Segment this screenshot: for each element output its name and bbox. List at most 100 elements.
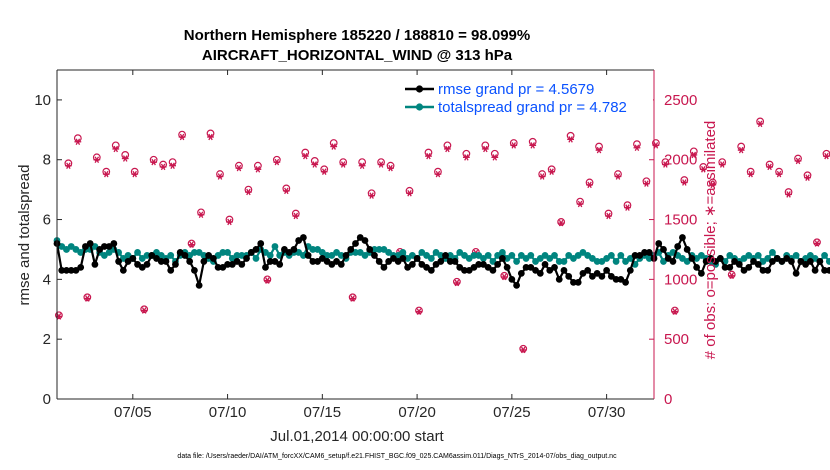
rmse-point (167, 266, 175, 274)
obs-possible-point (813, 238, 821, 247)
rmse-point (669, 258, 677, 265)
totalspread-point (792, 252, 800, 259)
obs-assimilated-point (823, 152, 830, 160)
x-axis-label: Jul.01,2014 00:00:00 start (270, 428, 444, 445)
obs-assimilated-point (358, 162, 366, 169)
y-tick-label: 4 (43, 271, 51, 288)
totalspread-point (224, 249, 231, 256)
obs-possible-point (557, 218, 566, 226)
rmse-point (679, 234, 686, 241)
rmse-point (58, 266, 66, 274)
rmse-point (612, 275, 620, 283)
obs-assimilated-point (756, 120, 764, 128)
x-tick-label: 07/30 (588, 404, 626, 421)
rmse-point (129, 255, 137, 262)
data-file-footer: data file: /Users/raeder/DAI/ATM_forcXX/… (177, 453, 617, 460)
totalspread-point (754, 252, 762, 259)
rmse-point (683, 246, 691, 253)
totalspread-point (134, 249, 141, 256)
obs-assimilated-point (406, 189, 413, 197)
obs-assimilated-point (425, 152, 432, 160)
obs-assimilated-point (74, 138, 82, 146)
obs-assimilated-series (55, 120, 830, 354)
rmse-point (427, 266, 435, 274)
obs-assimilated-point (728, 272, 736, 280)
rmse-point (115, 258, 122, 265)
rmse-point (806, 258, 814, 265)
obs-assimilated-point (785, 191, 792, 198)
rmse-point (721, 264, 729, 271)
obs-assimilated-point (121, 155, 129, 162)
totalspread-point (617, 252, 625, 259)
rmse-point (726, 264, 734, 271)
rmse-point (759, 266, 767, 274)
obs-assimilated-point (567, 136, 575, 143)
obs-assimilated-point (169, 162, 177, 169)
obs-assimilated-point (349, 295, 357, 302)
rmse-point (622, 278, 629, 286)
totalspread-point (527, 252, 535, 259)
obs-possible-point (54, 311, 63, 320)
obs-possible-point (415, 306, 423, 315)
rmse-point (498, 255, 506, 262)
legend-spread-label: totalspread grand pr = 4.782 (438, 99, 627, 116)
rmse-point (366, 246, 374, 253)
rmse-point (555, 275, 563, 283)
y2-tick-label: 500 (664, 331, 689, 348)
rmse-point (172, 261, 179, 268)
rmse-point (475, 261, 483, 268)
rmse-point (626, 266, 634, 274)
rmse-point (816, 258, 824, 265)
rmse-series (53, 234, 830, 289)
chart-title: Northern Hemisphere 185220 / 188810 = 98… (184, 27, 530, 44)
rmse-point (446, 258, 454, 265)
obs-possible-point (670, 306, 679, 315)
rmse-point (238, 261, 246, 268)
rmse-point (243, 255, 250, 262)
rmse-point (674, 243, 682, 250)
rmse-point (442, 252, 449, 259)
legend: rmse grand pr = 4.5679 totalspread grand… (401, 77, 653, 117)
obs-assimilated-point (83, 295, 91, 302)
rmse-point (224, 261, 231, 268)
rmse-point (693, 264, 701, 271)
obs-possible-point (187, 239, 196, 248)
rmse-point (603, 266, 611, 274)
obs-assimilated-point (368, 192, 376, 199)
rmse-point (413, 255, 421, 262)
rmse-point (304, 252, 312, 259)
obs-assimilated-point (775, 170, 783, 178)
obs-assimilated-point (605, 212, 612, 220)
rmse-point (252, 246, 260, 253)
obs-assimilated-point (188, 241, 195, 248)
rmse-point (191, 266, 198, 274)
rmse-point (451, 258, 459, 265)
obs-assimilated-point (481, 145, 489, 153)
y2-tick-label: 2000 (664, 152, 697, 169)
obs-assimilated-point (64, 162, 72, 169)
rmse-point (110, 240, 118, 247)
obs-assimilated-point (671, 308, 679, 315)
obs-possible-point (727, 270, 736, 279)
rmse-point (565, 272, 573, 280)
obs-assimilated-point (444, 145, 451, 153)
rmse-point (821, 266, 828, 274)
obs-assimilated-point (301, 152, 309, 160)
obs-assimilated-point (813, 240, 821, 247)
totalspread-point (266, 252, 274, 259)
totalspread-point (555, 258, 563, 265)
obs-assimilated-point (766, 163, 774, 171)
obs-possible-point (83, 293, 92, 302)
obs-possible-point (263, 275, 272, 284)
totalspread-point (498, 249, 506, 256)
obs-assimilated-point (680, 179, 688, 186)
rmse-point (86, 240, 94, 247)
obs-assimilated-point (690, 151, 698, 159)
obs-assimilated-point (216, 173, 224, 180)
rmse-point (641, 249, 648, 256)
rmse-point (570, 278, 577, 286)
rmse-point (825, 266, 830, 274)
rmse-point (375, 258, 383, 265)
rmse-point (157, 258, 165, 265)
rmse-point (408, 261, 416, 268)
